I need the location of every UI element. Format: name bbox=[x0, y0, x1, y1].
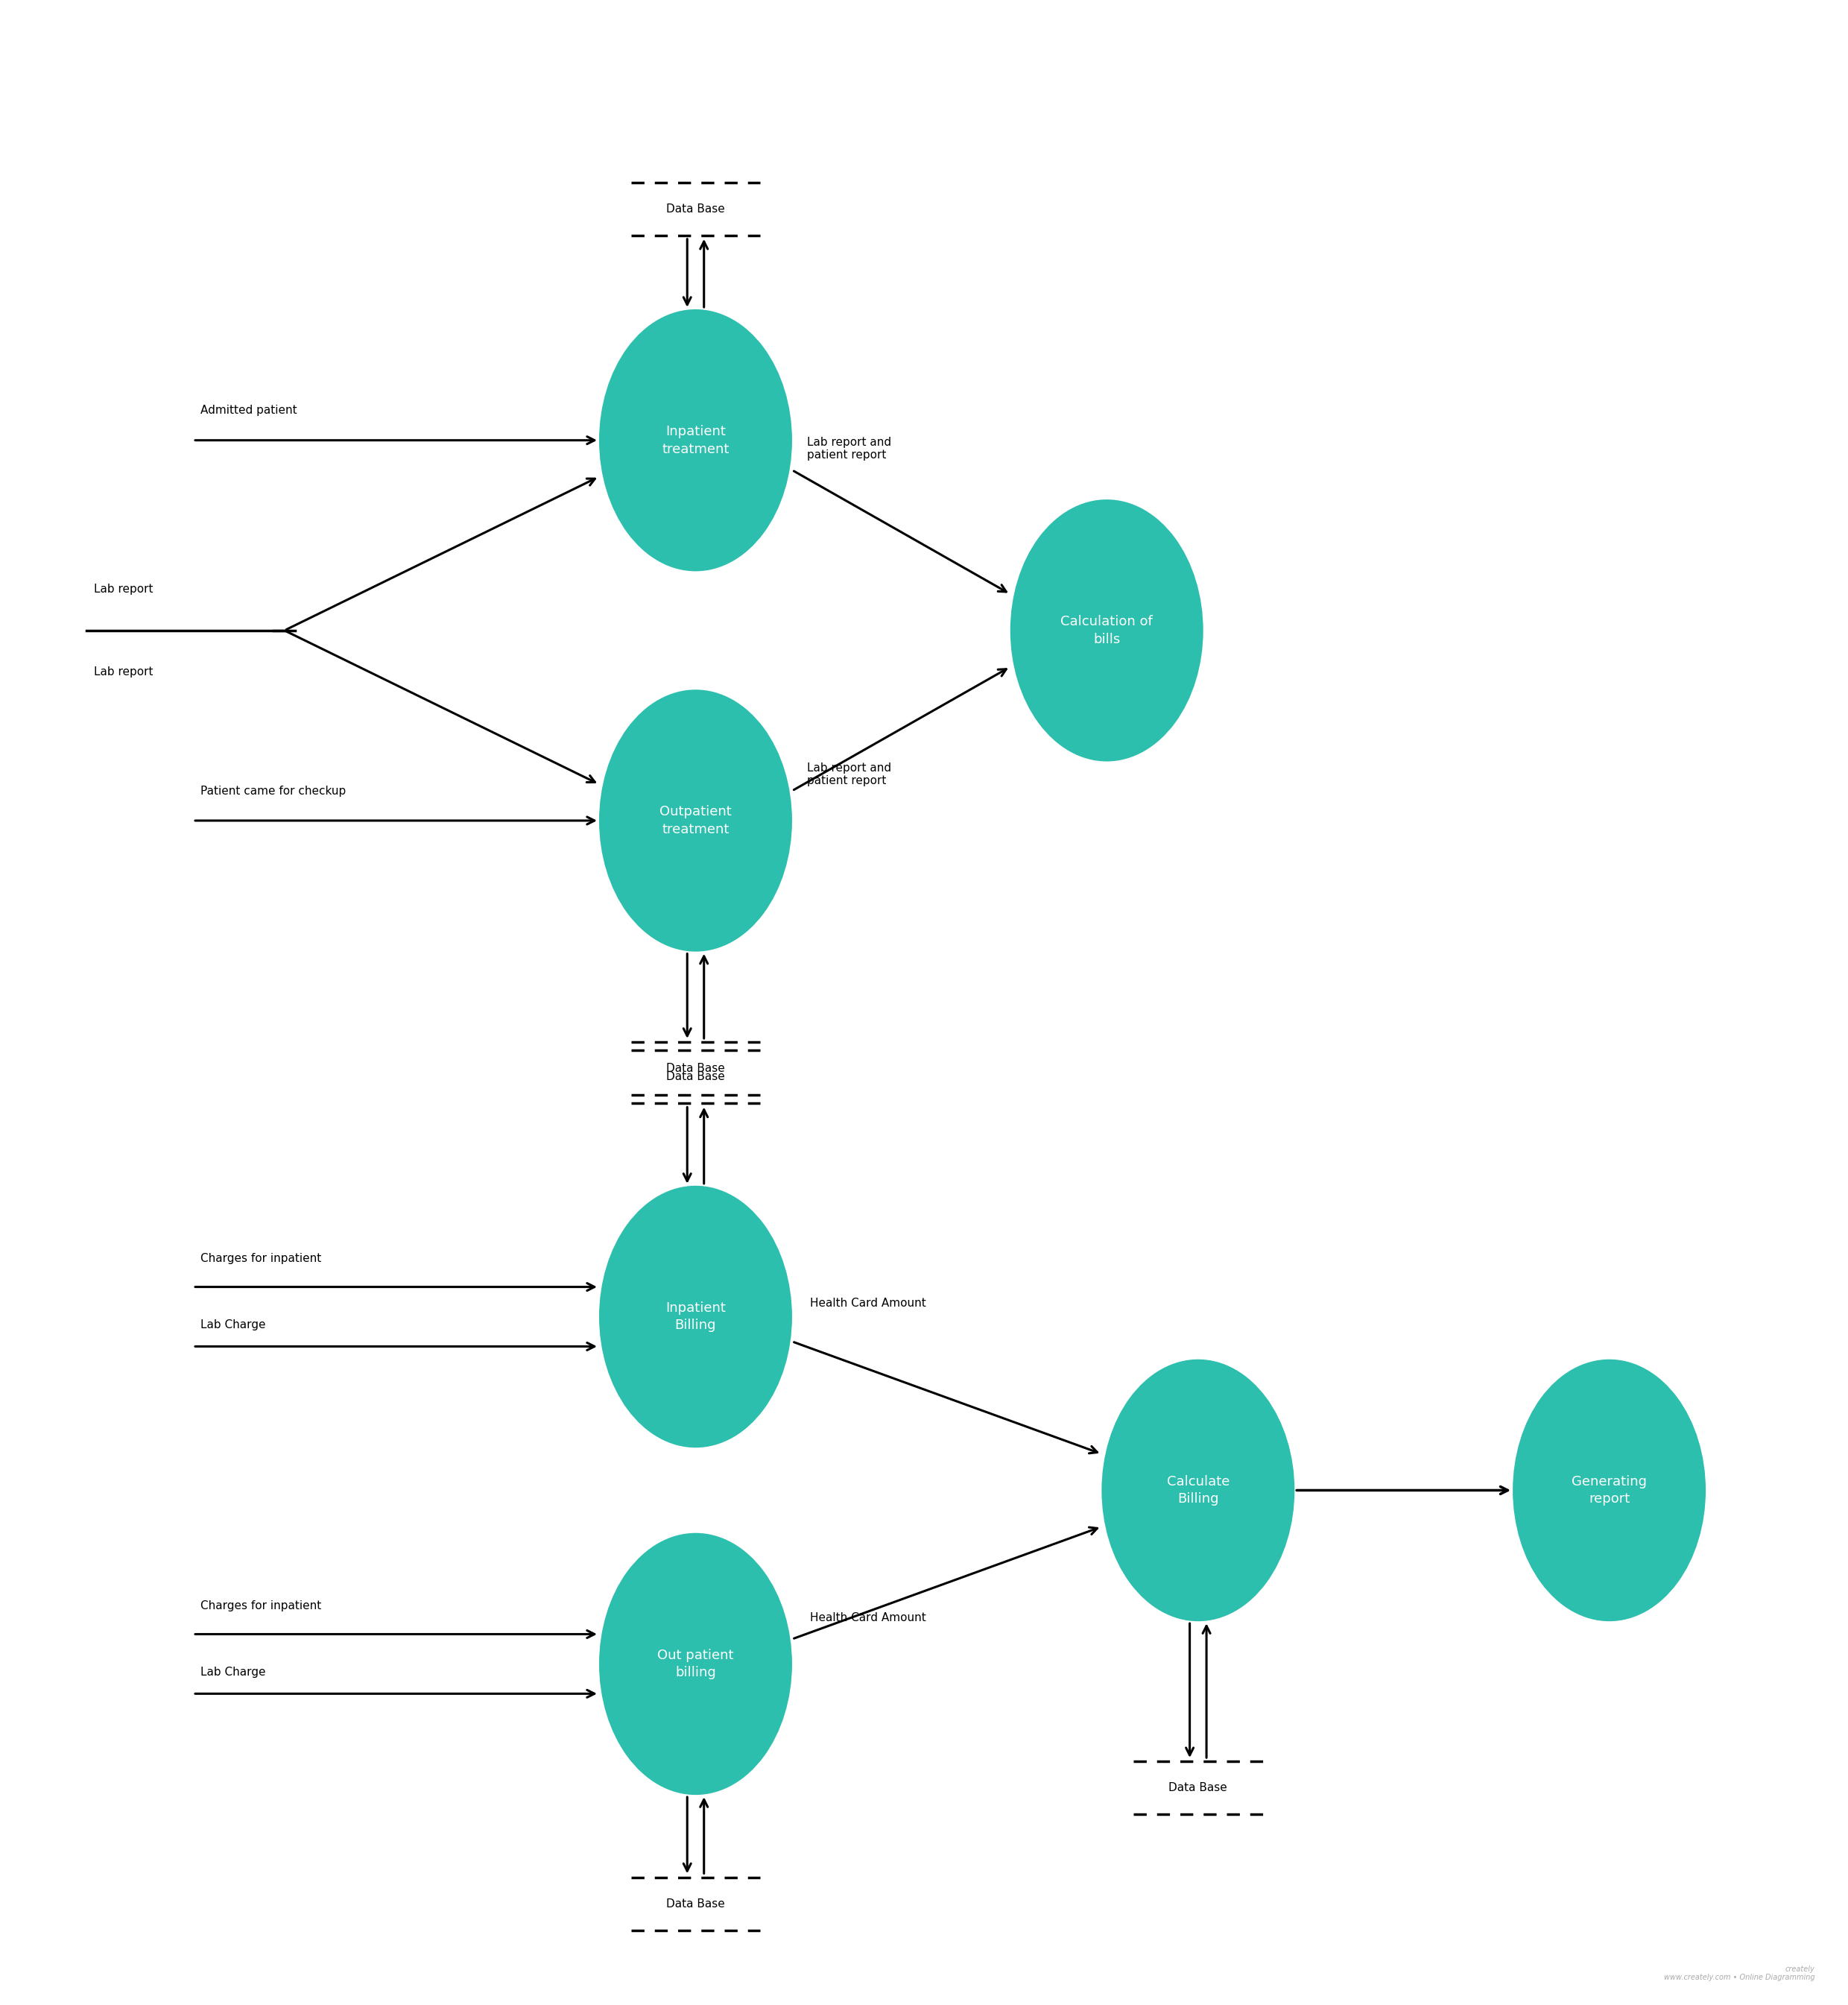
Ellipse shape bbox=[1011, 499, 1203, 762]
Text: Admitted patient: Admitted patient bbox=[201, 405, 298, 417]
Text: Data Base: Data Base bbox=[667, 1071, 724, 1083]
Text: Health Card Amount: Health Card Amount bbox=[809, 1297, 926, 1309]
Text: Charges for inpatient: Charges for inpatient bbox=[201, 1600, 322, 1612]
Text: Data Base: Data Base bbox=[1168, 1782, 1227, 1794]
Text: Lab report and
patient report: Lab report and patient report bbox=[808, 437, 891, 461]
Text: Data Base: Data Base bbox=[667, 203, 724, 215]
Text: Inpatient
Billing: Inpatient Billing bbox=[665, 1301, 726, 1331]
Text: Calculate
Billing: Calculate Billing bbox=[1166, 1476, 1229, 1506]
Text: Out patient
billing: Out patient billing bbox=[658, 1648, 734, 1680]
Text: Lab report: Lab report bbox=[94, 583, 153, 595]
Text: Generating
report: Generating report bbox=[1571, 1476, 1647, 1506]
Text: Lab report and
patient report: Lab report and patient report bbox=[808, 762, 891, 786]
Text: Patient came for checkup: Patient came for checkup bbox=[201, 786, 346, 796]
Text: Data Base: Data Base bbox=[667, 1063, 724, 1075]
Text: Lab Charge: Lab Charge bbox=[201, 1319, 266, 1331]
Ellipse shape bbox=[599, 309, 793, 571]
Text: Calculation of
bills: Calculation of bills bbox=[1061, 616, 1153, 646]
Text: Charges for inpatient: Charges for inpatient bbox=[201, 1253, 322, 1265]
Ellipse shape bbox=[1101, 1359, 1295, 1622]
Text: creately
www.creately.com • Online Diagramming: creately www.creately.com • Online Diagr… bbox=[1663, 1965, 1815, 1981]
Text: Lab report: Lab report bbox=[94, 666, 153, 678]
Ellipse shape bbox=[599, 1185, 793, 1448]
Ellipse shape bbox=[599, 690, 793, 952]
Text: Health Card Amount: Health Card Amount bbox=[809, 1612, 926, 1624]
Ellipse shape bbox=[1514, 1359, 1706, 1622]
Ellipse shape bbox=[599, 1534, 793, 1794]
Text: Data Base: Data Base bbox=[667, 1899, 724, 1909]
Text: Outpatient
treatment: Outpatient treatment bbox=[660, 806, 732, 836]
Text: Lab Charge: Lab Charge bbox=[201, 1666, 266, 1678]
Text: Inpatient
treatment: Inpatient treatment bbox=[662, 425, 730, 455]
